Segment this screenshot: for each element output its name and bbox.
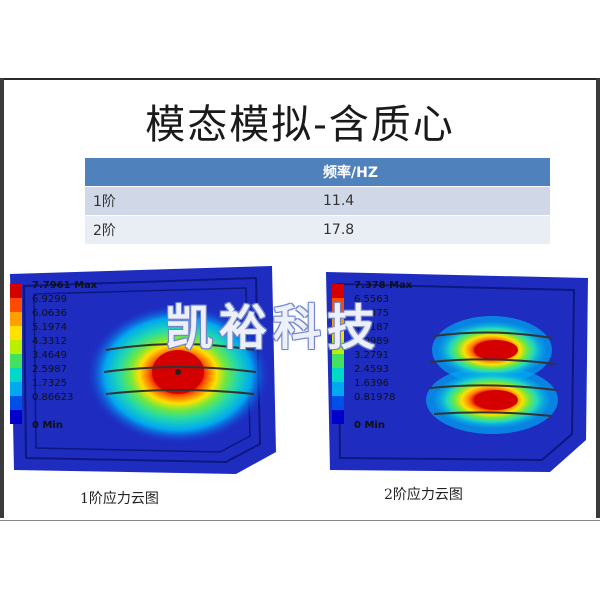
legend-value: 2.4593 <box>354 364 389 375</box>
stress-contour-image-2: 7.378 Max 6.5563 5.7375 4.9187 4.0989 3.… <box>326 264 592 476</box>
slide-title: 模态模拟-含质心 <box>145 102 455 148</box>
frequency-table: 频率/HZ 1阶 11.4 2阶 17.8 <box>85 158 550 244</box>
legend-value: 6.0636 <box>32 308 67 319</box>
table-row: 2阶 17.8 <box>85 215 550 244</box>
legend-value: 4.3312 <box>32 336 67 347</box>
stress-contour-image-1: 7.7961 Max 6.9299 6.0636 5.1974 4.3312 3… <box>6 264 278 476</box>
legend-2: 7.378 Max 6.5563 5.7375 4.9187 4.0989 3.… <box>332 280 413 431</box>
table-header-row: 频率/HZ <box>85 158 550 187</box>
legend-value: 6.9299 <box>32 294 67 305</box>
legend-max: 7.7961 Max <box>32 280 98 291</box>
plot-caption-2: 2阶应力云图 <box>384 487 463 503</box>
legend-1: 7.7961 Max 6.9299 6.0636 5.1974 4.3312 3… <box>10 280 98 431</box>
stress-plot-mode-1: 7.7961 Max 6.9299 6.0636 5.1974 4.3312 3… <box>6 264 278 476</box>
table-cell-frequency: 11.4 <box>315 186 550 216</box>
legend-value: 3.4649 <box>32 350 67 361</box>
table-header-mode <box>85 158 315 187</box>
table-cell-frequency: 17.8 <box>315 215 550 244</box>
table-header-frequency: 频率/HZ <box>315 158 550 187</box>
table-row: 1阶 11.4 <box>85 186 550 216</box>
plot-caption-1: 1阶应力云图 <box>80 491 159 507</box>
slide-left-edge <box>0 78 4 518</box>
table-cell-mode: 1阶 <box>85 186 315 216</box>
legend-max: 7.378 Max <box>354 280 413 291</box>
legend-value: 4.0989 <box>354 336 389 347</box>
legend-value: 0.81978 <box>354 392 395 403</box>
legend-min: 0 Min <box>32 420 63 431</box>
legend-value: 6.5563 <box>354 294 389 305</box>
watermark-text: 凯裕科技 <box>165 300 382 356</box>
legend-value: 2.5987 <box>32 364 67 375</box>
stress-plot-mode-2: 7.378 Max 6.5563 5.7375 4.9187 4.0989 3.… <box>326 264 592 476</box>
legend-value: 4.9187 <box>354 322 389 333</box>
slide-right-edge <box>596 78 600 518</box>
table-cell-mode: 2阶 <box>85 215 315 244</box>
legend-value: 1.6396 <box>354 378 389 389</box>
legend-value: 5.7375 <box>354 308 389 319</box>
legend-value: 0.86623 <box>32 392 73 403</box>
legend-value: 1.7325 <box>32 378 67 389</box>
legend-value: 5.1974 <box>32 322 67 333</box>
legend-value: 3.2791 <box>354 350 389 361</box>
legend-min: 0 Min <box>354 420 385 431</box>
